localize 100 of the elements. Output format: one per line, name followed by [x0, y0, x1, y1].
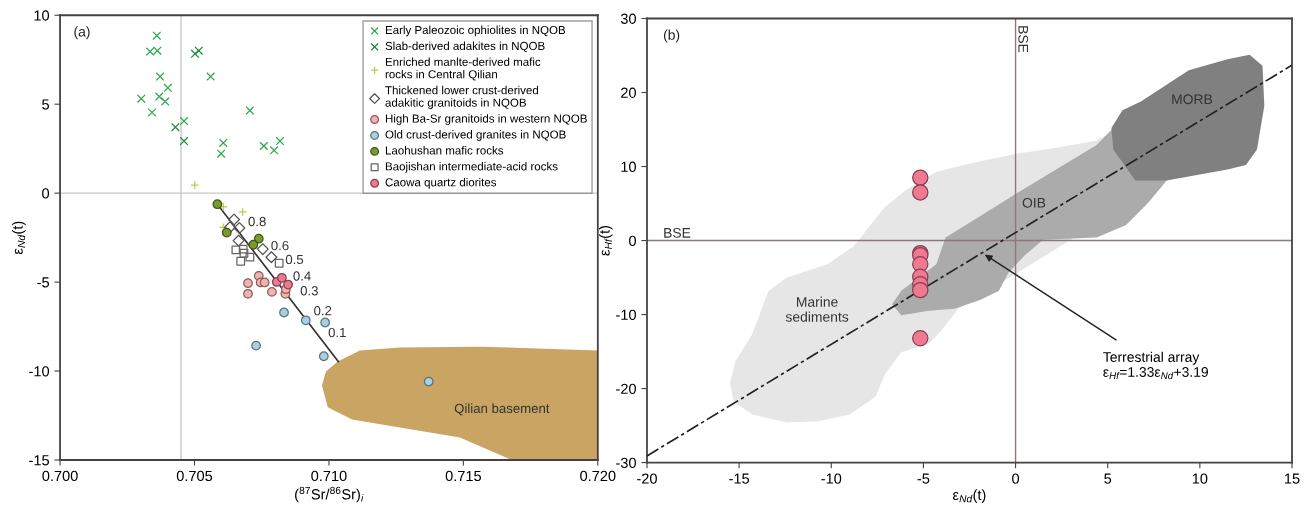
annotation: (a) [74, 26, 90, 40]
point [912, 281, 929, 299]
y-tick-label: -10 [616, 309, 636, 320]
annotation: OIB [1022, 197, 1046, 208]
point [228, 213, 241, 226]
point [194, 46, 204, 56]
point [179, 116, 189, 126]
point [190, 49, 200, 59]
annotation: 0.8 [248, 216, 266, 227]
x-tick-label: 0.705 [176, 470, 213, 482]
point [232, 234, 245, 247]
annotation: (b) [663, 29, 680, 43]
y-axis-title: ε$_{Hf}$(t) [599, 225, 613, 256]
point [274, 258, 284, 268]
legend-label: Enriched manlte-derived mafic rocks in Central Qilian [385, 57, 541, 81]
legend-label: Slab-derived adakites in NQOB [385, 41, 545, 53]
point [912, 184, 929, 201]
y-tick-label: -10 [29, 366, 50, 377]
point [423, 376, 434, 387]
point [276, 272, 287, 283]
x-tick-label: -15 [729, 473, 750, 484]
annotation: 0.4 [293, 271, 311, 281]
point [223, 221, 236, 234]
legend-label: Old crust-derived granites in NQOB [385, 130, 566, 141]
annotation: Qilian basement [454, 403, 550, 416]
annotation: 0.5 [285, 254, 304, 265]
point [267, 286, 277, 297]
x-tick-label: 0.715 [445, 470, 482, 482]
y-tick-label: -5 [37, 277, 50, 288]
point [218, 138, 228, 148]
point [216, 149, 226, 159]
point [912, 169, 929, 186]
y-tick-label: 0 [42, 188, 50, 199]
point [245, 252, 255, 262]
point [238, 244, 248, 254]
point [212, 199, 223, 210]
point [259, 277, 270, 288]
point [206, 72, 216, 82]
point [231, 245, 241, 255]
y-tick-label: 20 [621, 87, 636, 98]
point [259, 141, 269, 151]
x-tick-label: 5 [1104, 473, 1112, 484]
point [248, 239, 259, 250]
point [243, 288, 253, 299]
x-tick-label: -20 [637, 473, 657, 484]
point [256, 243, 269, 256]
point [155, 72, 165, 82]
legend-label: Baojishan intermediate-acid rocks [385, 161, 558, 173]
point [912, 330, 929, 347]
legend-label: High Ba-Sr granitoids in western NQOB [385, 114, 587, 125]
point [243, 278, 253, 289]
point [147, 107, 157, 117]
point [245, 105, 255, 115]
annotation: 0.1 [328, 327, 346, 338]
point [239, 248, 249, 258]
ref-line-label: BSE [1018, 26, 1029, 53]
point [152, 31, 162, 41]
legend-label: Thickened lower crust-derived adakitic granitoids in NQOB [385, 85, 539, 109]
point [269, 145, 279, 155]
x-tick-label: 0.720 [580, 470, 616, 482]
x-tick-label: -10 [821, 473, 842, 484]
point [233, 222, 246, 235]
ref-line-label: BSE [664, 227, 691, 238]
point [283, 279, 293, 290]
legend-label: Caowa quartz diorites [385, 177, 497, 189]
point [221, 227, 232, 238]
y-axis-title: ε$_{Nd}$(t) [12, 221, 26, 255]
annotation: Marine sediments [785, 296, 849, 322]
y-tick-label: 10 [621, 161, 636, 172]
annotation: 0.6 [271, 240, 289, 251]
legend-label: Early Paleozoic ophiolites in NQOB [385, 25, 566, 37]
x-axis-title: ($^{87}$Sr/$^{86}$Sr)$_{i}$ [295, 486, 364, 503]
point [236, 256, 246, 266]
y-tick-label: 10 [34, 10, 50, 21]
point [251, 340, 261, 351]
point [275, 136, 285, 146]
y-tick-label: -30 [616, 457, 636, 469]
y-tick-label: 5 [42, 99, 50, 110]
point [300, 315, 311, 326]
x-axis-title: ε$_{Nd}$(t) [952, 489, 986, 503]
x-tick-label: 0.700 [42, 470, 78, 482]
y-tick-label: 0 [629, 235, 636, 246]
point [154, 92, 164, 101]
annotation: MORB [1172, 94, 1213, 105]
x-tick-label: 15 [1284, 473, 1300, 484]
annotation: 0.2 [314, 306, 332, 316]
point [253, 233, 264, 244]
legend-label: Laohushan mafic rocks [385, 146, 504, 155]
point [279, 307, 289, 318]
point [238, 207, 248, 217]
y-tick-label: 30 [620, 13, 636, 24]
point [318, 351, 329, 362]
point [170, 122, 180, 132]
point [136, 94, 146, 104]
x-tick-label: -5 [917, 473, 930, 484]
x-tick-label: 10 [1192, 473, 1208, 484]
y-tick-label: -15 [29, 455, 50, 466]
annotation: 0.3 [300, 286, 318, 296]
point [265, 251, 278, 264]
point [160, 97, 170, 106]
